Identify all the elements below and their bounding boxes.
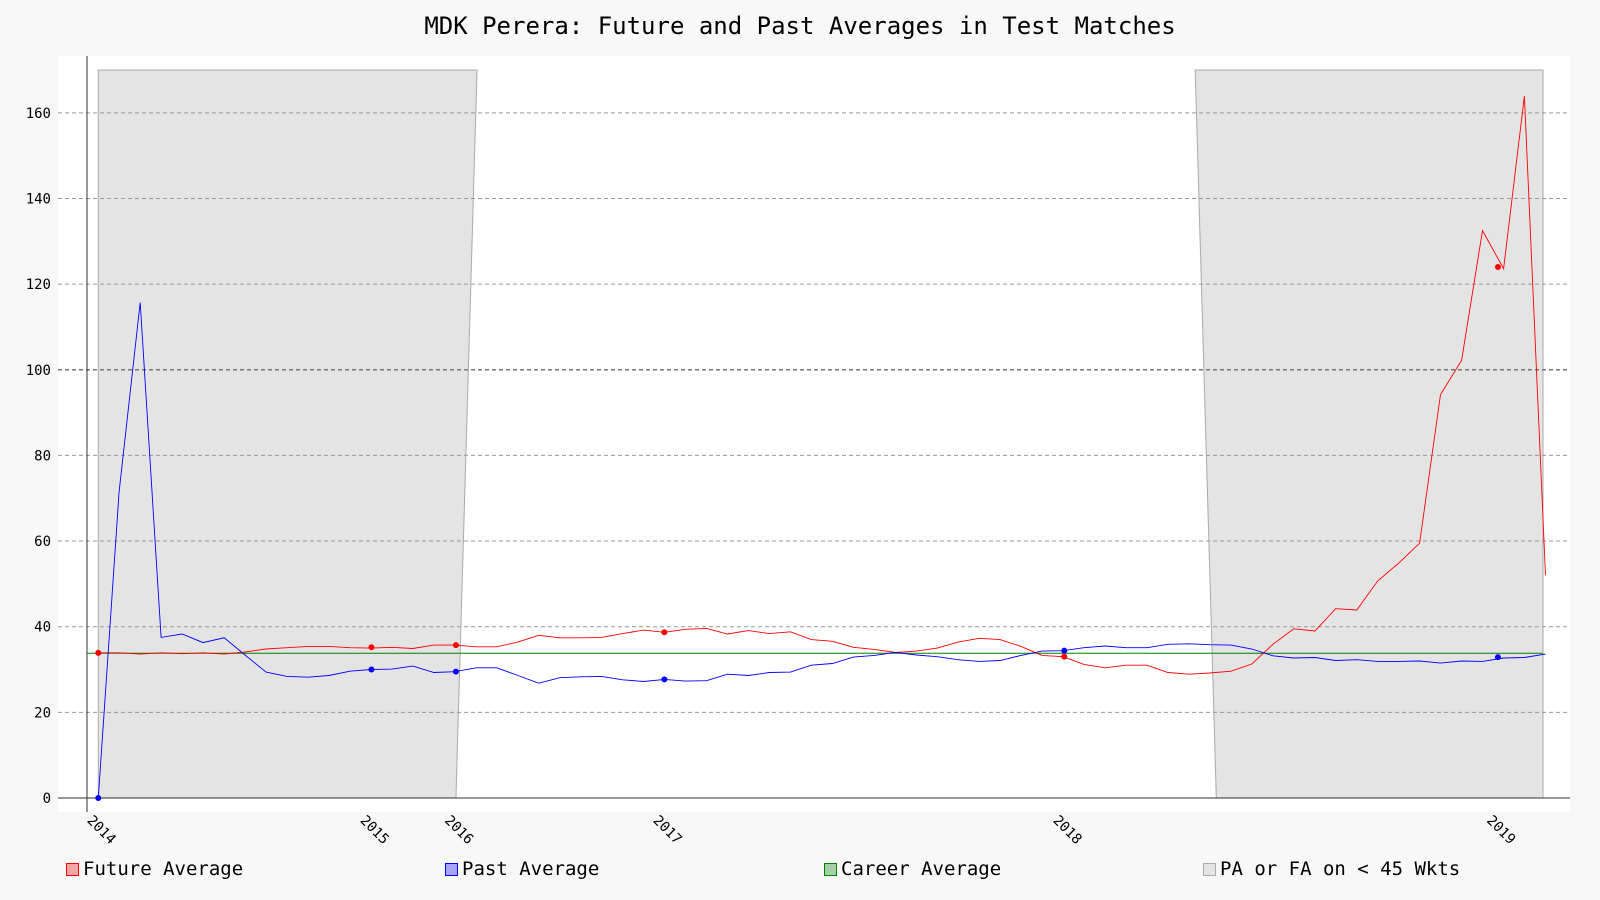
legend-swatch-past	[445, 862, 458, 876]
future-average-line	[98, 96, 1546, 675]
x-tick-label-2015: 2015	[357, 813, 392, 848]
legend-swatch-shade	[1203, 862, 1216, 876]
past-marker-6	[1494, 654, 1501, 661]
past-marker-1	[95, 795, 102, 801]
x-tick-label-2019: 2019	[1483, 813, 1518, 848]
past-marker-2	[368, 666, 375, 673]
y-gridlines	[58, 112, 1570, 713]
legend-label-past: Past Average	[462, 858, 600, 880]
x-tick-label-2016: 2016	[441, 813, 476, 848]
legend-item-future: Future Average	[66, 858, 243, 880]
future-marker-5	[1061, 653, 1068, 660]
past-marker-5	[1061, 647, 1068, 654]
legend-label-future: Future Average	[83, 858, 244, 880]
future-marker-2	[368, 644, 375, 651]
shaded-region-2	[1194, 69, 1544, 799]
axes	[58, 56, 1570, 812]
legend-swatch-future	[66, 862, 79, 876]
legend-item-past: Past Average	[445, 858, 599, 880]
y-tick-label-40: 40	[34, 620, 51, 636]
future-marker-6	[1494, 263, 1501, 270]
shaded-region-1	[97, 69, 478, 799]
x-tick-labels: 2014 2015 2016 2017 2018 2019	[84, 813, 1519, 848]
y-tick-label-60: 60	[34, 534, 51, 550]
future-marker-1	[95, 649, 102, 656]
legend-label-career: Career Average	[841, 858, 1002, 880]
legend-swatch-career	[824, 862, 837, 876]
y-tick-label-80: 80	[34, 448, 51, 464]
legend-item-career: Career Average	[824, 858, 1001, 880]
legend: Future Average Past Average Career Average…	[0, 858, 1600, 888]
y-tick-label-100: 100	[26, 363, 51, 379]
x-tick-label-2014: 2014	[84, 813, 119, 848]
y-tick-label-20: 20	[34, 705, 51, 721]
y-tick-label-160: 160	[26, 106, 51, 122]
legend-item-shade: PA or FA on < 45 Wkts	[1203, 858, 1460, 880]
past-average-line	[97, 302, 1546, 799]
y-tick-label-120: 120	[26, 277, 51, 293]
x-tick-label-2018: 2018	[1049, 813, 1084, 848]
series-markers	[95, 263, 1501, 801]
y-tick-label-140: 140	[26, 191, 51, 207]
chart-title: MDK Perera: Future and Past Averages in …	[424, 12, 1176, 40]
x-tick-label-2017: 2017	[650, 813, 685, 848]
shaded-regions	[97, 69, 1544, 799]
y-tick-labels: 0 20 40 60 80 100 120 140 160	[26, 106, 51, 807]
future-marker-3	[452, 642, 459, 649]
y-tick-label-0: 0	[43, 791, 51, 807]
series-lines	[97, 96, 1546, 799]
past-marker-3	[452, 668, 459, 675]
past-marker-4	[661, 676, 668, 683]
legend-label-shade: PA or FA on < 45 Wkts	[1220, 858, 1461, 880]
future-marker-4	[661, 629, 668, 636]
